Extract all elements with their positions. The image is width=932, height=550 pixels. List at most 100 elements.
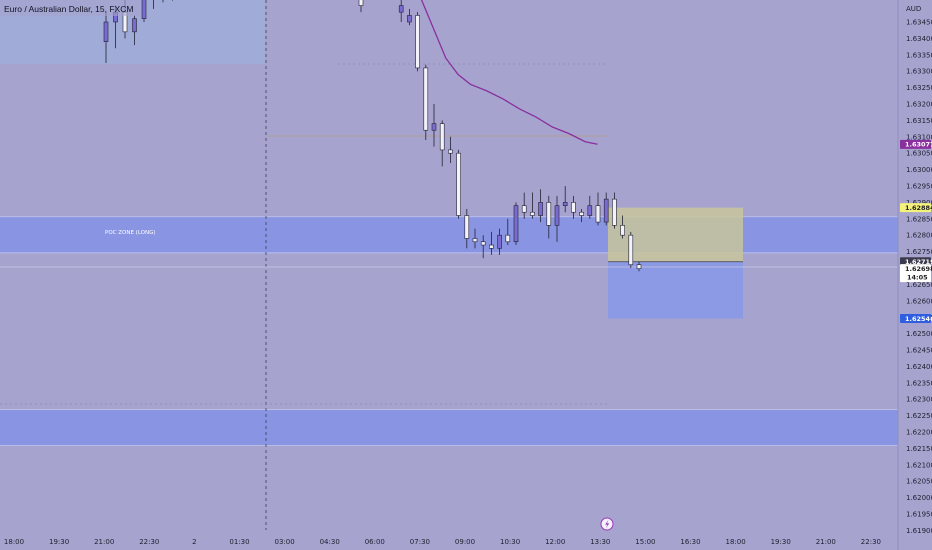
time-axis: 18:00 19:30 21:00 22:30 2 01:30 03:00 04:30 06:0… — [4, 538, 881, 546]
price-tick: 1.62400 — [906, 363, 932, 371]
target-zone — [608, 207, 743, 262]
candle-up — [398, 5, 404, 13]
price-badge-text: 1.62719 — [905, 258, 932, 266]
price-tick: 1.62000 — [906, 494, 932, 502]
price-tick: 1.62950 — [906, 183, 932, 191]
chart-title: Euro / Australian Dollar, 15, FXCM — [4, 4, 133, 14]
price-tick: 1.62900 — [906, 199, 932, 207]
price-tick: 1.63200 — [906, 101, 932, 109]
price-tick: 1.62050 — [906, 478, 932, 486]
price-tick: 1.62100 — [906, 461, 932, 469]
price-tick: 1.63400 — [906, 35, 932, 43]
candle-down — [480, 241, 486, 246]
price-tick: 1.63450 — [906, 19, 932, 27]
candle-up — [513, 205, 519, 243]
candle-down — [595, 205, 601, 223]
candle-down — [448, 149, 453, 154]
lines-layer — [0, 0, 898, 530]
candle-down — [456, 152, 461, 216]
candle-down — [472, 238, 478, 243]
time-tick: 2 — [192, 538, 196, 546]
price-tick: 1.62450 — [906, 347, 932, 355]
time-tick: 12:00 — [545, 538, 565, 546]
price-tick: 1.62300 — [906, 396, 932, 404]
candle-up — [431, 123, 437, 131]
stop-zone — [608, 261, 743, 319]
price-tick: 1.62650 — [906, 281, 932, 289]
moving-average-layer — [420, 0, 598, 145]
moving-average-line — [420, 0, 598, 145]
price-badge-text: 1.63077 — [905, 141, 932, 149]
time-tick: 09:00 — [455, 538, 475, 546]
time-tick: 22:30 — [861, 538, 881, 546]
candle-up — [538, 202, 543, 216]
price-tick: 1.62850 — [906, 215, 932, 223]
candle-up — [497, 234, 502, 249]
candle-countdown: 14:05 — [907, 273, 928, 281]
candle-up — [562, 202, 568, 206]
price-tick: 1.63050 — [906, 150, 932, 158]
candle-down — [636, 264, 642, 269]
price-tick: 1.63350 — [906, 51, 932, 59]
candle-down — [423, 67, 429, 131]
time-tick: 21:00 — [816, 538, 836, 546]
time-tick: 06:00 — [365, 538, 385, 546]
currency-label: AUD — [906, 5, 921, 13]
candle-up — [554, 205, 560, 226]
candle-up — [141, 0, 147, 20]
price-badge-last — [900, 264, 931, 283]
candle-down — [620, 225, 625, 236]
candle-down — [546, 202, 552, 226]
candle-down — [628, 234, 634, 266]
price-tick: 1.62800 — [906, 232, 932, 240]
price-tick: 1.62150 — [906, 445, 932, 453]
zone-band — [0, 409, 898, 446]
price-badge-text: 1.62546 — [905, 315, 932, 323]
price-tick: 1.62200 — [906, 429, 932, 437]
price-badge-stop — [900, 314, 931, 324]
time-tick: 04:30 — [320, 538, 340, 546]
time-tick: 19:30 — [49, 538, 69, 546]
time-tick: 03:00 — [275, 538, 295, 546]
price-tick: 1.62750 — [906, 248, 932, 256]
time-tick: 18:00 — [726, 538, 746, 546]
time-tick: 18:00 — [4, 538, 24, 546]
candle-down — [358, 0, 364, 6]
candle-down — [530, 211, 535, 216]
price-tick: 1.61950 — [906, 511, 932, 519]
candle-up — [587, 205, 593, 216]
price-badge-ma — [900, 139, 931, 149]
zones-layer — [0, 216, 898, 446]
candle-up — [407, 15, 412, 23]
replay-icon[interactable] — [600, 517, 614, 531]
time-tick: 15:00 — [635, 538, 655, 546]
time-tick: 13:30 — [590, 538, 610, 546]
price-tick: 1.63150 — [906, 117, 932, 125]
time-tick: 22:30 — [139, 538, 159, 546]
candle-down — [521, 205, 527, 213]
time-tick: 01:30 — [229, 538, 249, 546]
price-tick: 1.63300 — [906, 68, 932, 76]
price-badge-text: 1.62884 — [905, 204, 932, 212]
price-badge-entry — [900, 257, 931, 267]
candle-down — [505, 234, 511, 243]
candle-up — [603, 198, 609, 223]
candle-down — [612, 198, 617, 226]
price-badge-target — [900, 203, 931, 213]
candle-down — [439, 123, 445, 151]
zone-label: POC ZONE (LONG) — [105, 230, 156, 236]
price-tick: 1.62350 — [906, 379, 932, 387]
candle-down — [571, 202, 576, 213]
candle-down — [415, 15, 420, 69]
zone-band — [0, 216, 898, 253]
price-tick: 1.62600 — [906, 297, 932, 305]
price-tick: 1.61900 — [906, 527, 932, 535]
price-badge-text: 1.62698 — [905, 265, 932, 273]
candle-up — [132, 18, 137, 33]
price-tick: 1.62250 — [906, 412, 932, 420]
candle-down — [464, 215, 470, 239]
